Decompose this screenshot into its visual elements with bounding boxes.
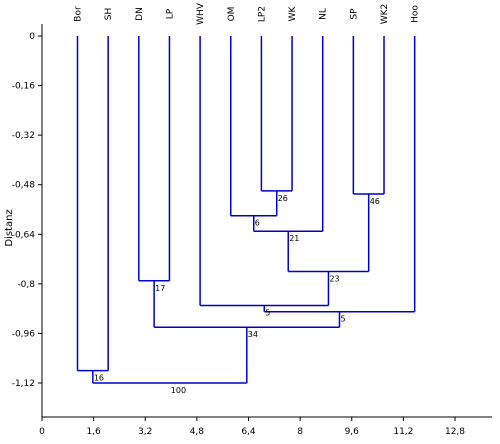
x-tick-label: 11,2: [393, 427, 413, 437]
leaf-label: WK2: [380, 4, 390, 25]
support-label: 23: [329, 274, 339, 283]
leaf-label: LP: [165, 8, 175, 19]
leaf-label: WK: [288, 6, 298, 22]
x-tick-label: 4,8: [190, 427, 205, 437]
support-label: 5: [340, 315, 345, 324]
y-tick-label: -0,32: [12, 131, 35, 141]
leaf-labels: Bor SH DN LP WHV OM LP2 WK NL SP WK2 Hoo: [73, 2, 420, 25]
node-labels: 26 6 21 46 23 5 5 17 34 16 100: [94, 194, 380, 395]
support-label: 26: [278, 194, 288, 203]
y-tick-label: -0,64: [12, 230, 36, 240]
dendrogram-tree: [76, 36, 416, 384]
support-label: 17: [155, 284, 165, 293]
support-label: 34: [248, 330, 258, 339]
support-label: 16: [94, 374, 104, 383]
x-tick-label: 8: [297, 427, 303, 437]
leaf-label: Bor: [73, 6, 83, 22]
y-tick-label: -1,12: [12, 379, 35, 389]
y-tick-label: -0,8: [17, 280, 35, 290]
leaf-label: LP2: [257, 6, 267, 22]
x-tick-label: 12,8: [445, 427, 465, 437]
leaf-label: OM: [227, 7, 237, 22]
leaf-label: NL: [319, 8, 329, 20]
support-label: 6: [255, 219, 260, 228]
y-tick-label: -0,16: [12, 82, 36, 92]
leaf-label: SH: [104, 8, 114, 20]
y-axis-title: Distanz: [4, 209, 15, 246]
x-tick-label: 0: [39, 427, 45, 437]
x-tick-label: 3,2: [138, 427, 152, 437]
support-label: 21: [289, 234, 299, 243]
x-tick-label: 6,4: [241, 427, 256, 437]
x-tick-label: 9,6: [345, 427, 360, 437]
support-label: 46: [370, 197, 380, 206]
axes: Distanz: [4, 24, 492, 418]
leaf-label: WHV: [196, 2, 206, 25]
y-tick-label: -0,48: [12, 181, 36, 191]
leaf-label: SP: [349, 8, 359, 20]
ticks: 0 1,6 3,2 4,8 6,4 8 9,6 11,2 12,8 0 -0,16 -0,32 -0,4…: [12, 32, 466, 437]
leaf-label: DN: [135, 7, 145, 21]
support-label: 100: [171, 386, 186, 395]
x-tick-label: 1,6: [86, 427, 101, 437]
y-tick-label: 0: [29, 32, 35, 42]
leaf-label: Hoo: [411, 5, 421, 23]
support-label: 5: [265, 309, 270, 318]
y-tick-label: -0,96: [12, 329, 36, 339]
